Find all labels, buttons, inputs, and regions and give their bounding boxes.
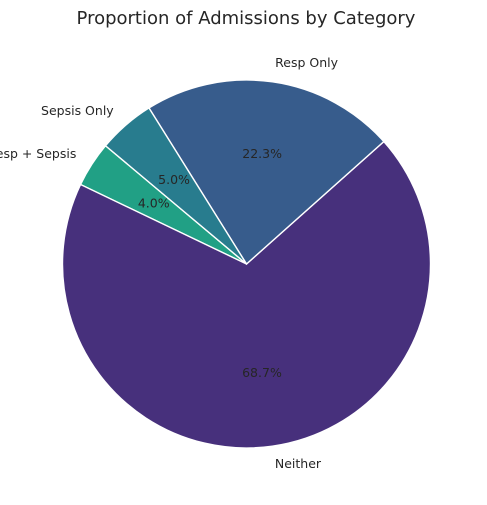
labels-layer: Resp + Sepsis 4.0% Neither 68.7% Resp Only 22…	[0, 55, 339, 471]
pct-label-resp-sepsis: 4.0%	[138, 196, 170, 211]
pct-label-sepsis-only: 5.0%	[158, 172, 190, 187]
pct-label-neither: 68.7%	[242, 365, 282, 380]
slice-label-resp-only: Resp Only	[275, 55, 338, 70]
slice-label-neither: Neither	[275, 456, 322, 471]
chart-title: Proportion of Admissions by Category	[77, 8, 416, 29]
pie-slice-sepsis-only	[104, 106, 248, 265]
pct-label-resp-only: 22.3%	[242, 146, 282, 161]
slice-label-sepsis-only: Sepsis Only	[41, 103, 114, 118]
slice-label-resp-sepsis: Resp + Sepsis	[0, 146, 76, 161]
pie-slice-resp-only	[148, 79, 385, 266]
pie-slice-neither	[61, 140, 432, 449]
slices-layer	[61, 79, 432, 449]
